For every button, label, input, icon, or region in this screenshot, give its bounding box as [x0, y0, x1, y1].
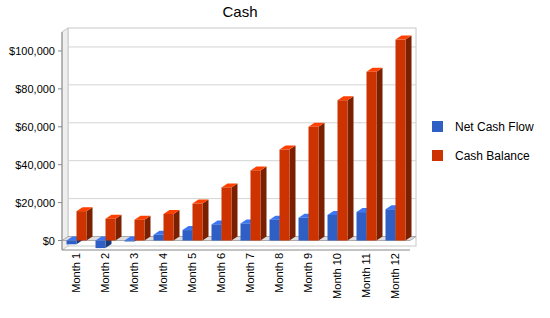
tick-mark — [58, 164, 62, 165]
bar-front — [386, 209, 396, 240]
bar-side — [174, 210, 180, 241]
x-tick-label: Month 6 — [215, 253, 227, 293]
y-axis — [62, 32, 63, 250]
x-tick-label: Month 1 — [70, 253, 82, 293]
x-tick-label: Month 12 — [389, 253, 401, 299]
x-tick-label: Month 8 — [273, 253, 285, 293]
bar-top — [280, 146, 296, 150]
bar-front — [154, 235, 164, 241]
bar — [77, 207, 93, 240]
bar — [135, 216, 151, 241]
bar-front — [270, 220, 280, 241]
tick-mark — [58, 202, 62, 203]
bar-front — [67, 241, 77, 245]
bar-front — [193, 204, 203, 241]
bar-top — [338, 96, 354, 100]
bar-front — [367, 72, 377, 241]
y-tick-label: $20,000 — [15, 197, 55, 209]
bar-side — [406, 36, 412, 241]
bar-top — [309, 123, 325, 127]
bar-top — [77, 207, 93, 211]
bar-front — [251, 170, 261, 240]
x-tick-label: Month 9 — [302, 253, 314, 293]
bar-top — [251, 166, 267, 170]
x-tick-label: Month 10 — [331, 253, 343, 299]
bar-front — [241, 223, 251, 240]
bar-front — [77, 211, 87, 240]
bar — [396, 36, 412, 241]
bar-side — [377, 68, 383, 241]
legend-label: Net Cash Flow — [455, 120, 534, 134]
bar-front — [309, 127, 319, 241]
plot-wall — [68, 28, 416, 246]
x-axis — [62, 250, 410, 251]
tick-mark — [58, 88, 62, 89]
grid-line — [68, 160, 416, 161]
bar-top — [193, 200, 209, 204]
x-tick-label: Month 4 — [157, 253, 169, 293]
legend-swatch — [432, 150, 443, 161]
bar-side — [116, 215, 122, 241]
bar — [280, 146, 296, 241]
bar-front — [222, 187, 232, 240]
bars — [67, 36, 412, 249]
bar-side — [348, 96, 354, 240]
bar — [164, 210, 180, 241]
x-tick-label: Month 2 — [99, 253, 111, 293]
grid-line — [68, 84, 416, 85]
bar-front — [125, 240, 135, 242]
legend-swatch — [432, 121, 443, 132]
chart: Cash $0 $20,000 $40,000 $60,000 $80,000 $100,0… — [0, 0, 550, 318]
y-tick-label: $60,000 — [15, 121, 55, 133]
y-tick-label: $100,000 — [9, 45, 55, 57]
bar-side — [261, 166, 267, 240]
bar-front — [280, 150, 290, 241]
grid-line — [68, 46, 416, 47]
bar-top — [135, 216, 151, 220]
bar-front — [96, 241, 106, 249]
bar-top — [222, 183, 238, 187]
bar-side — [87, 207, 93, 240]
tick-mark — [58, 126, 62, 127]
legend-label: Cash Balance — [455, 149, 530, 163]
bar-side — [232, 183, 238, 240]
bar-front — [183, 230, 193, 240]
bar-top — [106, 215, 122, 219]
title: Cash — [222, 3, 257, 20]
y-tick-label: $80,000 — [15, 83, 55, 95]
x-tick-label: Month 3 — [128, 253, 140, 293]
bar-side — [290, 146, 296, 241]
y-tick-label: $0 — [43, 235, 55, 247]
x-tick-label: Month 5 — [186, 253, 198, 293]
bar-front — [396, 40, 406, 241]
bar-front — [328, 215, 338, 241]
bar-front — [299, 218, 309, 241]
bar — [193, 200, 209, 241]
grid-line — [68, 122, 416, 123]
bar-front — [106, 219, 116, 241]
bar — [222, 183, 238, 240]
bar — [106, 215, 122, 241]
bar — [338, 96, 354, 240]
tick-mark — [58, 50, 62, 51]
bar — [309, 123, 325, 241]
y-tick-label: $40,000 — [15, 159, 55, 171]
bar-front — [357, 212, 367, 240]
bar — [367, 68, 383, 241]
bar-front — [338, 100, 348, 240]
bar-top — [367, 68, 383, 72]
bar-side — [145, 216, 151, 241]
bar — [251, 166, 267, 240]
bar-side — [203, 200, 209, 241]
bar-front — [135, 220, 145, 241]
bar-top — [164, 210, 180, 214]
side-wall — [62, 28, 68, 250]
grid-line — [68, 198, 416, 199]
x-tick-label: Month 11 — [360, 253, 372, 298]
bar-front — [164, 214, 174, 241]
x-tick-label: Month 7 — [244, 253, 256, 293]
bar-top — [396, 36, 412, 40]
bar-side — [319, 123, 325, 241]
bar-front — [212, 224, 222, 240]
